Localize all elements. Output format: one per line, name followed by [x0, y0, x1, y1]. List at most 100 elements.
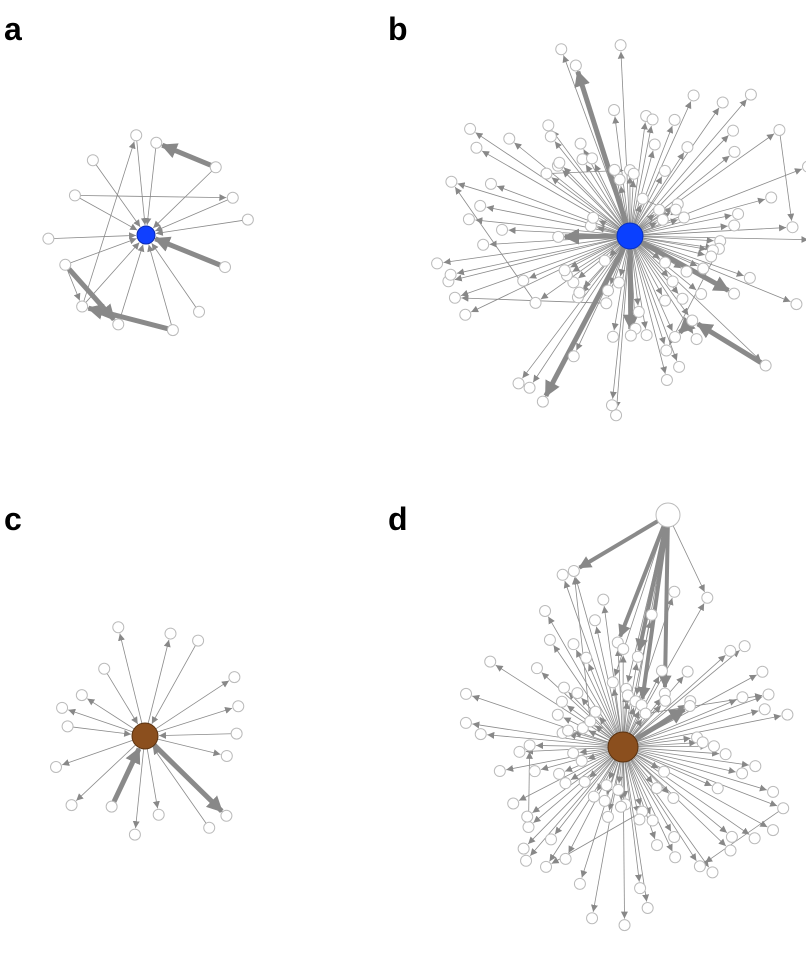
edge — [642, 218, 678, 233]
node — [553, 767, 566, 780]
edge — [634, 756, 728, 834]
node — [650, 839, 663, 852]
node — [540, 167, 553, 180]
edge — [672, 525, 705, 593]
node — [634, 882, 647, 895]
node — [56, 701, 69, 714]
node — [659, 256, 672, 269]
edge — [155, 199, 228, 232]
edge — [624, 761, 642, 882]
edge — [634, 125, 674, 225]
edge — [118, 633, 143, 724]
node — [650, 782, 663, 795]
node — [464, 122, 477, 135]
node — [767, 785, 780, 798]
edge — [624, 761, 650, 902]
edge — [53, 232, 137, 240]
node — [668, 830, 681, 843]
node — [633, 813, 646, 826]
edge — [637, 747, 720, 757]
node — [61, 720, 74, 733]
edge — [587, 751, 609, 760]
node — [707, 740, 720, 753]
node — [241, 213, 254, 226]
edge — [80, 194, 227, 202]
node — [484, 177, 497, 190]
edge — [106, 673, 139, 725]
node — [669, 203, 682, 216]
edge — [636, 751, 778, 807]
edge — [633, 654, 726, 738]
node — [631, 650, 644, 663]
node — [523, 381, 536, 394]
node — [220, 749, 233, 762]
node — [716, 96, 729, 109]
edge — [658, 526, 672, 689]
edge — [634, 707, 686, 742]
edge — [533, 756, 612, 824]
node — [59, 258, 72, 271]
node — [228, 671, 241, 684]
node — [130, 129, 143, 142]
node — [695, 288, 708, 301]
node — [562, 724, 575, 737]
edge — [618, 185, 629, 224]
edge — [518, 753, 610, 801]
node — [474, 199, 487, 212]
node — [522, 820, 535, 833]
node — [544, 130, 557, 143]
node — [543, 633, 556, 646]
edge — [637, 748, 749, 768]
node — [659, 294, 672, 307]
node — [624, 329, 637, 342]
edge — [641, 168, 803, 232]
node — [697, 262, 710, 275]
edge — [642, 237, 707, 252]
edge — [630, 759, 697, 862]
node — [725, 830, 738, 843]
edge — [574, 577, 620, 733]
node — [552, 230, 565, 243]
node — [50, 760, 63, 773]
node — [600, 297, 613, 310]
node — [545, 833, 558, 846]
node — [614, 39, 627, 52]
node — [598, 794, 611, 807]
node — [756, 665, 769, 678]
edge — [779, 135, 795, 221]
edge — [152, 747, 207, 824]
edge — [639, 155, 730, 229]
node — [105, 800, 118, 813]
edges — [53, 51, 806, 919]
node — [732, 207, 745, 220]
node — [680, 265, 693, 278]
node — [220, 809, 233, 822]
node — [767, 824, 780, 837]
edge — [616, 761, 624, 784]
edge — [588, 663, 618, 734]
node — [641, 901, 654, 914]
edge — [136, 140, 148, 226]
node — [616, 222, 644, 250]
node — [567, 747, 580, 760]
node — [209, 161, 222, 174]
node — [614, 800, 627, 813]
edge — [637, 749, 736, 774]
node — [517, 842, 530, 855]
edge — [580, 761, 619, 878]
edge — [596, 759, 616, 792]
edge — [641, 240, 791, 303]
edge — [618, 525, 666, 638]
edge — [634, 247, 673, 332]
node — [496, 223, 509, 236]
node — [632, 305, 645, 318]
node — [727, 124, 740, 137]
edge — [626, 761, 642, 806]
edge — [642, 235, 806, 244]
edge — [631, 758, 710, 868]
node — [574, 137, 587, 150]
node — [606, 330, 619, 343]
edge — [639, 213, 655, 228]
node — [608, 163, 621, 176]
node — [580, 651, 593, 664]
